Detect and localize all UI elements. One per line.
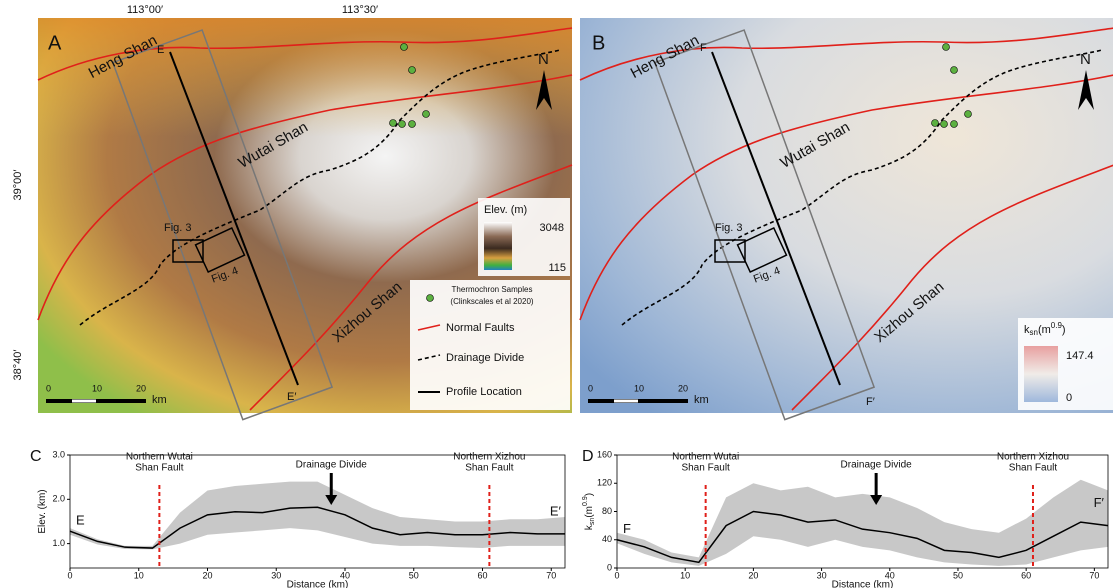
y-tick-label: 160 <box>597 449 612 459</box>
profile-start: E <box>76 513 85 528</box>
colorbar-min: 0 <box>1066 392 1072 404</box>
x-axis-label: Distance (km) <box>832 580 894 588</box>
band <box>617 480 1108 566</box>
annotation: Drainage Divide <box>296 460 368 471</box>
panel-label: A <box>48 32 62 54</box>
legend-text: (Clinkscales et al 2020) <box>450 297 533 306</box>
x-tick-label: 70 <box>1089 570 1099 580</box>
annotation: Shan Fault <box>465 463 514 474</box>
profile-start: F <box>700 42 707 54</box>
y-tick-label: 1.0 <box>52 538 65 548</box>
lat-tick: 38°40′ <box>12 350 24 381</box>
scale-label: 20 <box>678 383 688 393</box>
y-axis-label-part: 0.9 <box>582 496 589 506</box>
map-a: A 113°00′ 113°30′ 39°00′ 38°40′ Heng Sha… <box>12 4 572 420</box>
x-tick-label: 0 <box>614 570 619 580</box>
scale-label: 0 <box>588 383 593 393</box>
profile-end: F′ <box>1094 495 1105 510</box>
scale-label: 0 <box>46 383 51 393</box>
profile-end: E′ <box>287 391 296 403</box>
band <box>70 482 565 550</box>
y-tick-label: 0 <box>607 562 612 572</box>
x-axis-label: Distance (km) <box>287 580 349 588</box>
x-tick-label: 0 <box>67 570 72 580</box>
scale-label: 10 <box>92 383 102 393</box>
annotation: Northern Wutai <box>672 452 739 463</box>
y-tick-label: 120 <box>597 478 612 488</box>
annotation: Shan Fault <box>1009 463 1058 474</box>
x-tick-label: 10 <box>680 570 690 580</box>
y-tick-label: 40 <box>602 534 612 544</box>
y-axis-label-part: Elev. (km) <box>37 489 48 533</box>
x-tick-label: 50 <box>953 570 963 580</box>
profile-end: E′ <box>550 503 562 518</box>
colorbar-title: Elev. (m) <box>484 204 527 216</box>
x-tick-label: 30 <box>271 570 281 580</box>
scale-label: 20 <box>136 383 146 393</box>
north: N <box>538 51 549 68</box>
annotation: Northern Xizhou <box>453 452 525 463</box>
x-tick-label: 60 <box>1021 570 1031 580</box>
profile-start: F <box>623 521 631 536</box>
x-tick-label: 20 <box>202 570 212 580</box>
box-label: Fig. 3 <box>164 222 192 234</box>
panel-label: D <box>582 448 594 465</box>
scale-label: km <box>694 394 709 406</box>
y-axis-label-part: ) <box>584 493 595 496</box>
legend-text: Thermochron Samples <box>452 285 533 294</box>
legend-text: Drainage Divide <box>446 352 524 364</box>
map-b: B Heng Shan Wutai Shan Xizhou Shan F F′ … <box>580 18 1113 420</box>
panel-label: C <box>30 448 42 465</box>
x-tick-label: 60 <box>477 570 487 580</box>
profile-end: F′ <box>866 396 875 408</box>
scale-label: 10 <box>634 383 644 393</box>
y-axis-label: Elev. (km) <box>37 489 48 533</box>
colorbar-min: 115 <box>548 262 566 274</box>
y-tick-label: 3.0 <box>52 449 65 459</box>
y-tick-label: 80 <box>602 506 612 516</box>
colorbar-max: 3048 <box>540 222 564 234</box>
x-tick-label: 20 <box>748 570 758 580</box>
annotation: Northern Xizhou <box>997 452 1069 463</box>
colorbar-max: 147.4 <box>1066 350 1094 362</box>
scale-label: km <box>152 394 167 406</box>
box-label: Fig. 3 <box>715 222 743 234</box>
x-tick-label: 50 <box>409 570 419 580</box>
y-tick-label: 2.0 <box>52 494 65 504</box>
annotation: Drainage Divide <box>841 460 913 471</box>
y-axis-label-part: (m <box>584 506 595 518</box>
x-tick-label: 70 <box>546 570 556 580</box>
y-axis-label: ksn(m0.9) <box>582 493 596 530</box>
lat-tick: 39°00′ <box>12 170 24 201</box>
lon-tick: 113°00′ <box>127 4 163 16</box>
x-tick-label: 10 <box>134 570 144 580</box>
panel-label: B <box>592 32 605 54</box>
north: N <box>1080 51 1091 68</box>
annotation: Shan Fault <box>681 463 730 474</box>
x-tick-label: 30 <box>817 570 827 580</box>
annotation: Northern Wutai <box>126 452 193 463</box>
legend-text: Profile Location <box>446 386 522 398</box>
legend-text: Normal Faults <box>446 322 515 334</box>
annotation: Shan Fault <box>135 463 184 474</box>
lon-tick: 113°30′ <box>342 4 378 16</box>
figure: A 113°00′ 113°30′ 39°00′ 38°40′ Heng Sha… <box>0 0 1113 588</box>
profile-start: E <box>157 44 164 56</box>
y-axis-label-part: sn <box>589 518 596 526</box>
